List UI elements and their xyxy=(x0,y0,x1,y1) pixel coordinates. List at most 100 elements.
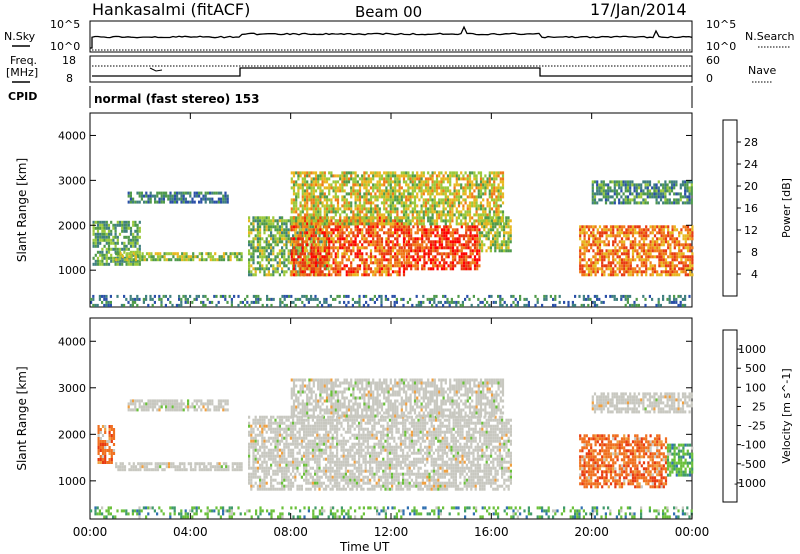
data-cell xyxy=(101,443,105,446)
data-cell xyxy=(347,180,351,184)
data-cell xyxy=(471,234,474,238)
data-cell xyxy=(356,219,359,223)
data-cell xyxy=(691,264,694,268)
data-cell xyxy=(669,270,672,274)
data-cell xyxy=(684,192,687,196)
data-cell xyxy=(296,270,299,274)
data-cell xyxy=(131,300,134,304)
data-cell xyxy=(402,234,406,238)
data-cell xyxy=(129,294,132,298)
data-cell xyxy=(478,231,481,235)
data-cell xyxy=(682,264,685,268)
data-cell xyxy=(306,225,309,229)
data-cell xyxy=(296,297,299,301)
data-cell xyxy=(306,222,309,226)
data-cell xyxy=(642,258,646,262)
data-cell xyxy=(306,189,309,193)
data-cell xyxy=(651,270,654,274)
data-cell xyxy=(456,231,459,235)
data-cell xyxy=(303,231,307,235)
data-cell xyxy=(238,258,241,262)
data-cell xyxy=(467,246,470,250)
data-cell xyxy=(424,201,428,205)
data-cell xyxy=(256,237,259,241)
data-cell xyxy=(647,258,650,262)
data-cell xyxy=(457,174,461,178)
data-cell xyxy=(385,189,388,193)
data-cell xyxy=(365,228,368,232)
data-cell xyxy=(670,183,674,187)
data-cell xyxy=(372,207,375,211)
data-cell xyxy=(281,294,284,298)
data-cell xyxy=(240,258,243,262)
data-cell xyxy=(449,252,452,256)
data-cell xyxy=(358,303,361,307)
data-cell xyxy=(679,195,682,199)
data-cell xyxy=(169,197,172,201)
data-cell xyxy=(673,192,676,196)
data-cell xyxy=(184,200,187,204)
data-cell xyxy=(180,194,183,198)
data-cell xyxy=(354,237,357,241)
data-cell xyxy=(138,247,141,251)
data-cell xyxy=(607,198,610,202)
data-cell xyxy=(259,237,262,241)
data-cell xyxy=(583,231,586,235)
data-cell xyxy=(668,201,671,205)
data-cell xyxy=(446,180,450,184)
data-cell xyxy=(138,200,141,204)
data-cell xyxy=(669,231,672,235)
data-cell xyxy=(664,201,667,205)
data-cell xyxy=(691,261,694,265)
data-cell xyxy=(350,228,353,232)
data-cell xyxy=(261,216,264,220)
data-cell xyxy=(668,180,671,184)
data-cell xyxy=(292,255,296,259)
data-cell xyxy=(312,270,315,274)
data-cell xyxy=(339,267,342,271)
data-cell xyxy=(613,189,616,193)
data-cell xyxy=(405,210,408,214)
data-cell xyxy=(673,264,676,268)
data-cell xyxy=(132,241,135,245)
data-cell xyxy=(187,255,190,259)
data-cell xyxy=(429,258,433,262)
data-cell xyxy=(601,231,604,235)
data-cell xyxy=(662,261,665,265)
data-cell xyxy=(689,243,692,247)
data-cell xyxy=(356,213,359,217)
data-cell xyxy=(611,189,614,193)
data-cell xyxy=(299,174,302,178)
data-cell xyxy=(319,225,322,229)
data-cell xyxy=(431,216,434,220)
data-cell xyxy=(336,261,340,265)
data-cell xyxy=(252,300,255,304)
data-cell xyxy=(396,183,399,187)
data-cell xyxy=(365,231,368,235)
data-cell xyxy=(495,216,498,220)
data-cell xyxy=(453,213,456,217)
data-cell xyxy=(471,186,474,190)
data-cell xyxy=(462,177,465,181)
data-cell xyxy=(292,270,295,274)
data-cell xyxy=(287,258,290,262)
data-cell xyxy=(649,255,652,259)
data-cell xyxy=(301,246,304,250)
data-cell xyxy=(327,234,330,238)
data-cell xyxy=(469,240,472,244)
data-cell xyxy=(237,294,240,298)
data-cell xyxy=(453,204,456,208)
data-cell xyxy=(636,243,639,247)
data-cell xyxy=(369,249,373,253)
data-cell xyxy=(363,174,366,178)
data-cell xyxy=(200,300,203,304)
data-cell xyxy=(633,183,636,187)
data-cell xyxy=(400,228,403,232)
data-cell xyxy=(137,255,140,259)
data-cell xyxy=(405,174,408,178)
data-cell xyxy=(483,303,486,307)
data-cell xyxy=(198,191,201,195)
data-cell xyxy=(649,243,652,247)
data-cell xyxy=(189,194,192,198)
data-cell xyxy=(213,294,216,298)
